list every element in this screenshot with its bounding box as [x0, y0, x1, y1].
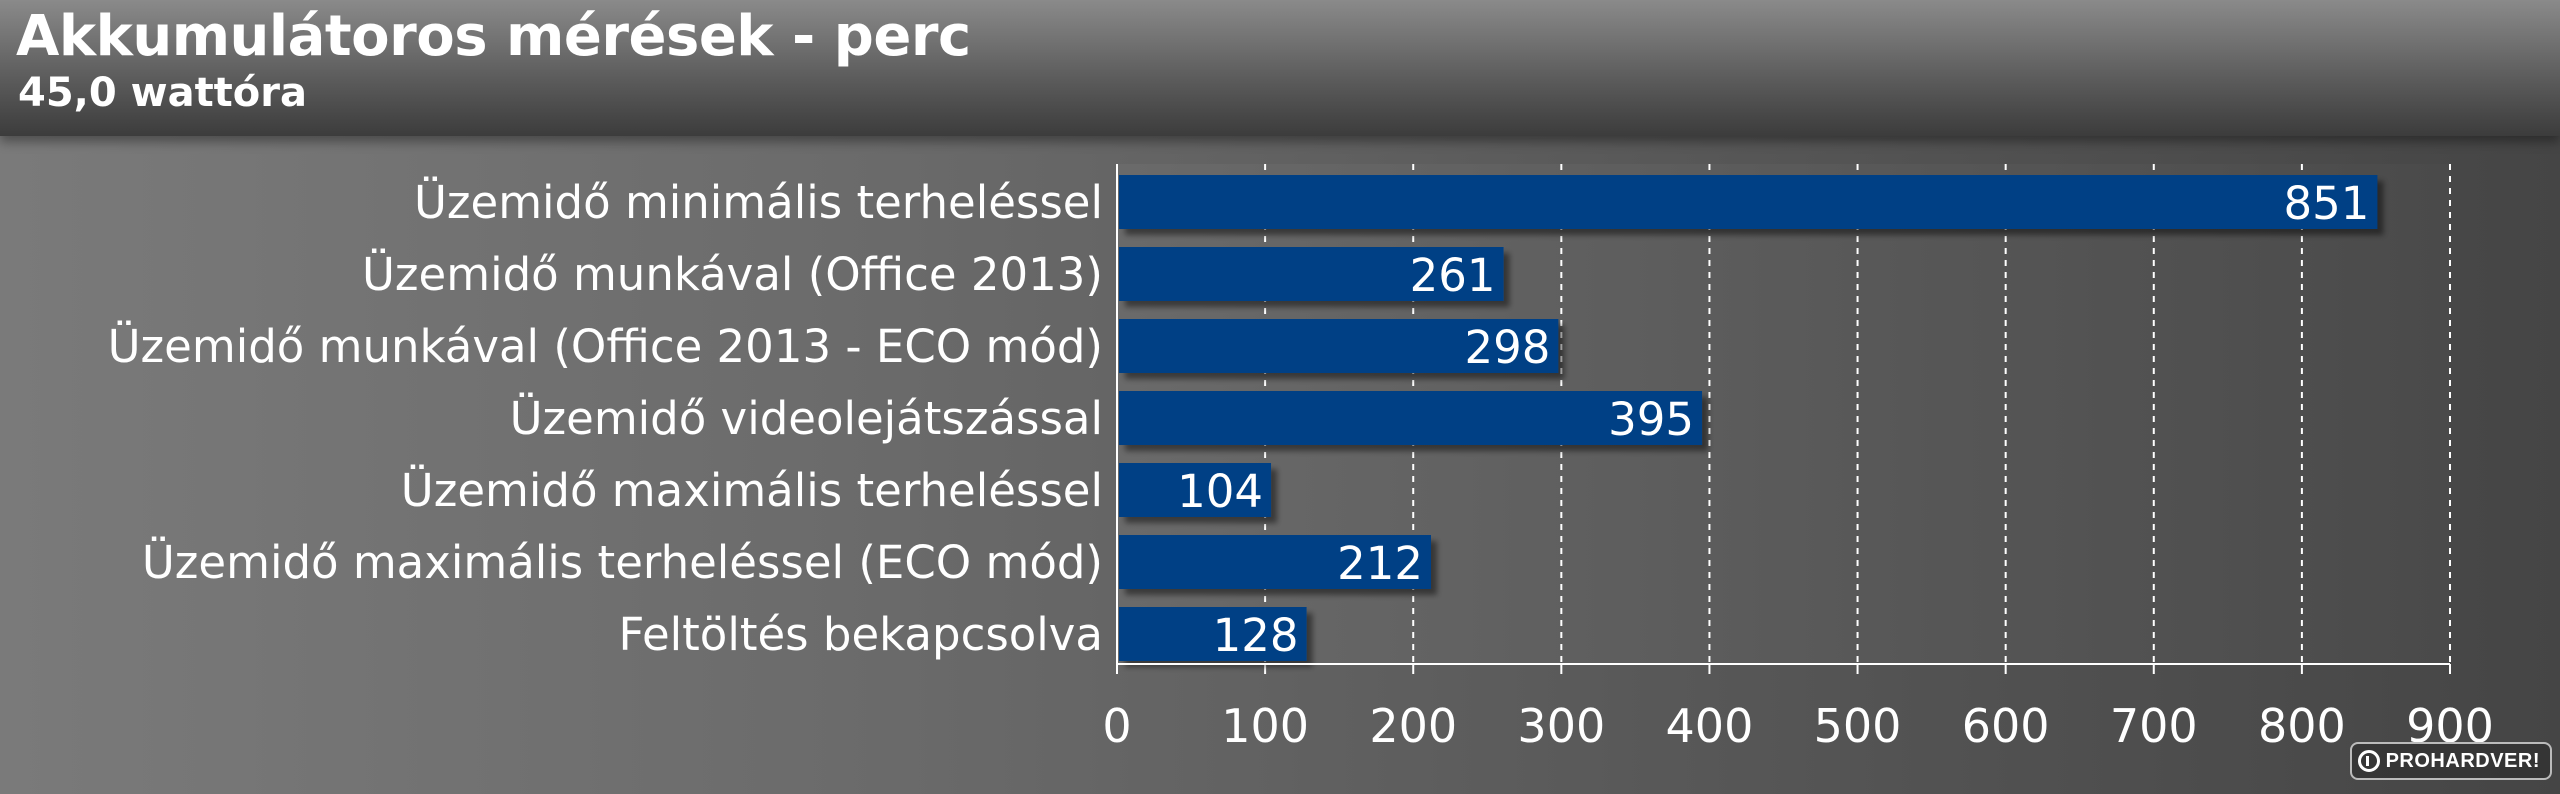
category-label: Üzemidő maximális terheléssel (ECO mód)	[142, 536, 1103, 589]
bar	[1119, 175, 2378, 229]
value-label: 212	[1337, 537, 1423, 590]
category-label: Üzemidő videolejátszással	[510, 392, 1103, 445]
tick-label: 0	[1102, 699, 1131, 753]
value-label: 298	[1464, 321, 1550, 374]
bar	[1119, 463, 1272, 517]
tick-label: 300	[1517, 699, 1605, 753]
tick-label: 700	[2110, 699, 2198, 753]
value-label: 128	[1213, 609, 1299, 662]
category-label: Üzemidő munkával (Office 2013)	[362, 248, 1103, 301]
grid-lines	[1116, 164, 2451, 674]
category-label: Feltöltés bekapcsolva	[619, 608, 1103, 661]
tick-label: 100	[1221, 699, 1309, 753]
value-labels: 851 261 298 395 104 212 128	[1177, 177, 2369, 662]
tick-label: 800	[2258, 699, 2346, 753]
logo-icon	[2357, 750, 2380, 772]
tick-labels: 0 100 200 300 400 500 600 700 800 900	[1102, 699, 2494, 753]
tick-label: 400	[1666, 699, 1754, 753]
chart-subtitle: 45,0 wattóra	[18, 70, 308, 116]
bar	[1119, 319, 1559, 373]
axes	[1116, 164, 2450, 665]
chart-title: Akkumulátoros mérések - perc	[16, 4, 971, 69]
value-label: 261	[1410, 249, 1496, 302]
bar	[1119, 391, 1703, 445]
tick-label: 200	[1369, 699, 1457, 753]
bar	[1119, 247, 1504, 301]
watermark-text: PROHARDVER!	[2385, 749, 2540, 772]
value-label: 851	[2284, 177, 2370, 230]
watermark-logo: PROHARDVER!	[2349, 742, 2552, 780]
category-label: Üzemidő munkával (Office 2013 - ECO mód)	[108, 320, 1103, 373]
value-label: 104	[1177, 465, 1263, 518]
chart-header	[0, 0, 2560, 136]
bar	[1119, 607, 1307, 661]
tick-label: 600	[1962, 699, 2050, 753]
bars	[1119, 175, 2378, 661]
category-label: Üzemidő maximális terheléssel	[401, 464, 1103, 517]
tick-label: 500	[1814, 699, 1902, 753]
value-label: 395	[1608, 393, 1694, 446]
category-labels: Üzemidő minimális terheléssel Üzemidő mun…	[108, 176, 1103, 661]
category-label: Üzemidő minimális terheléssel	[414, 176, 1103, 229]
bar	[1119, 535, 1431, 589]
